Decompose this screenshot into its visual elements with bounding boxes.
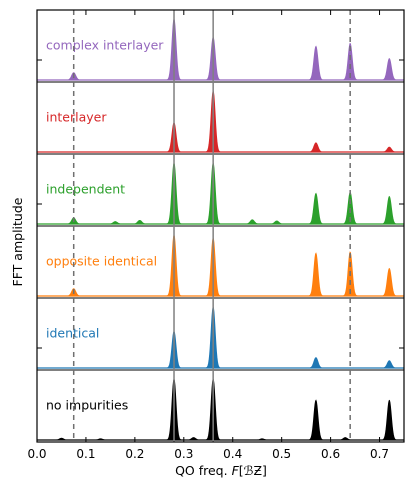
panel-label: complex interlayer — [46, 38, 164, 53]
panel-no-impurities: no impurities — [36, 369, 405, 443]
panel-interlayer: interlayer — [36, 81, 405, 155]
x-axis-label: QO freq. F[ℬƵ] — [175, 463, 267, 478]
x-tick-label: 0.5 — [272, 447, 291, 461]
plot-area: complex interlayer interlayer independent o… — [36, 9, 405, 443]
x-axis-label-variable: F — [232, 463, 240, 478]
x-tick-label: 0.4 — [223, 447, 242, 461]
panel-independent: independent — [36, 153, 405, 227]
x-tick-label: 0.3 — [174, 447, 193, 461]
x-tick-label: 0.7 — [370, 447, 389, 461]
axes-frame — [36, 9, 405, 443]
panel-label: identical — [46, 326, 99, 341]
x-tick-label: 0.0 — [27, 447, 46, 461]
panel-label: opposite identical — [46, 254, 157, 269]
panel-identical: identical — [36, 297, 405, 371]
panel-opposite-identical: opposite identical — [36, 225, 405, 299]
x-axis-label-prefix: QO freq. — [175, 463, 232, 478]
x-tick-label: 0.2 — [125, 447, 144, 461]
x-tick-label: 0.6 — [321, 447, 340, 461]
panel-label: interlayer — [46, 110, 107, 125]
y-axis-label: FFT amplitude — [10, 197, 25, 286]
panel-complex-interlayer: complex interlayer — [36, 9, 405, 83]
x-axis: 0.0 0.1 0.2 0.3 0.4 0.5 0.6 0.7 — [27, 10, 389, 461]
panel-label: independent — [46, 182, 125, 197]
x-tick-label: 0.1 — [76, 447, 95, 461]
panel-label: no impurities — [46, 398, 128, 413]
x-axis-label-unit: [ℬƵ] — [239, 463, 267, 478]
